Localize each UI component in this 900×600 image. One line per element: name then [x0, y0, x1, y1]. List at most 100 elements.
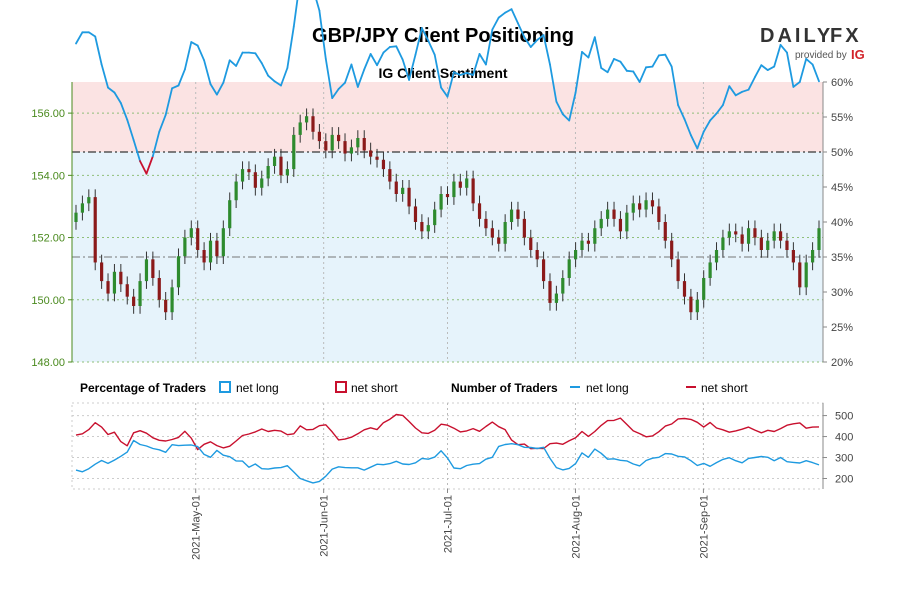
percentage-segment — [645, 65, 654, 69]
percentage-segment — [517, 22, 526, 39]
percentage-segment — [209, 83, 218, 96]
candle-body — [714, 250, 719, 263]
candle-body — [702, 278, 706, 300]
candle-body — [221, 228, 225, 257]
logo-brand-right: FX — [830, 25, 862, 47]
percentage-segment — [549, 63, 558, 103]
percentage-segment — [376, 51, 385, 67]
percentage-tick-label: 20% — [831, 357, 853, 369]
percentage-segment — [536, 34, 545, 41]
candle-body — [369, 150, 373, 157]
percentage-segment — [113, 91, 122, 104]
percentage-segment — [741, 88, 750, 93]
candle-body — [561, 278, 565, 294]
percentage-segment — [75, 31, 84, 45]
percentage-segment — [427, 39, 436, 56]
percentage-segment — [267, 74, 276, 83]
percentage-segment — [433, 53, 442, 89]
percentage-segment — [728, 85, 737, 97]
percentage-segment — [478, 53, 487, 66]
candle-body — [343, 141, 347, 154]
candle-body — [100, 262, 104, 282]
candle-body — [164, 299, 168, 313]
candle-body — [682, 281, 687, 297]
percentage-segment — [523, 36, 532, 48]
percentage-segment — [811, 63, 820, 83]
percentage-segment — [715, 104, 724, 115]
candle-body — [574, 250, 578, 260]
percentage-segment — [747, 76, 756, 91]
candle-body — [509, 209, 514, 222]
percentage-segment — [382, 46, 391, 54]
percentage-segment — [651, 54, 660, 68]
candle-body — [580, 240, 584, 250]
candle-body — [810, 250, 815, 263]
candle-body — [785, 240, 789, 250]
candle-body — [112, 271, 117, 294]
candle-body — [311, 116, 315, 132]
candle-body — [132, 296, 136, 306]
percentage-segment — [408, 53, 417, 81]
candle-body — [625, 212, 629, 232]
candle-body — [670, 240, 674, 260]
percentage-segment — [363, 53, 372, 71]
candle-body — [567, 259, 571, 278]
candle-body — [638, 203, 642, 210]
percentage-segment — [280, 67, 289, 87]
date-tick-label: 2021-Aug-01 — [570, 495, 582, 559]
candle-body — [93, 197, 97, 263]
percentage-segment — [203, 59, 212, 85]
legend-pct-short-label: net short — [351, 381, 398, 395]
reference-lines — [72, 151, 823, 258]
percentage-segment — [132, 139, 141, 163]
candle-body — [407, 187, 411, 207]
percentage-segment — [158, 114, 167, 133]
candle-body — [497, 237, 501, 244]
logo-ig: IG — [851, 47, 865, 62]
candle-body — [548, 281, 552, 303]
legend-num-long-label: net long — [586, 381, 629, 395]
date-tick-label: 2021-May-01 — [191, 495, 203, 560]
percentage-segment — [760, 64, 769, 71]
candle-body — [375, 156, 379, 160]
candle-body — [176, 256, 181, 288]
price-tick-label: 150.00 — [31, 295, 65, 307]
traders-lines — [75, 413, 820, 484]
traders-tick-label: 200 — [835, 474, 853, 486]
candle-body — [657, 206, 661, 222]
percentage-tick-label: 55% — [831, 112, 853, 124]
percentage-segment — [754, 64, 763, 78]
percentage-segment — [119, 102, 129, 121]
percentage-segment — [696, 130, 705, 150]
percentage-tick-label: 50% — [831, 147, 853, 159]
candle-body — [119, 271, 123, 285]
candle-body — [106, 281, 110, 294]
candle-body — [471, 178, 475, 204]
percentage-segment — [395, 45, 404, 61]
candle-body — [778, 231, 783, 241]
candle-body — [759, 237, 763, 250]
candle-body — [247, 169, 251, 173]
percentage-segment — [734, 90, 744, 97]
candle-body — [798, 262, 802, 288]
candle-body — [503, 222, 507, 244]
percentage-segment — [497, 11, 507, 19]
percentage-segment — [216, 81, 225, 96]
legend-num-heading: Number of Traders — [451, 381, 558, 395]
percentage-segment — [805, 58, 814, 66]
percentage-segment — [574, 51, 583, 94]
percentage-tick-label: 40% — [831, 217, 853, 229]
percentage-segment — [87, 31, 97, 38]
traders-net-long-line — [75, 439, 820, 484]
candle-body — [516, 209, 520, 219]
dailyfx-logo: DAILY FX provided by IG — [760, 25, 865, 62]
price-tick-label: 148.00 — [31, 357, 65, 369]
percentage-segment — [344, 63, 353, 84]
candle-body — [74, 212, 78, 222]
percentage-segment — [331, 88, 340, 99]
percentage-segment — [440, 86, 449, 98]
price-candles — [74, 108, 821, 320]
candle-body — [266, 166, 270, 179]
candle-body — [522, 218, 526, 238]
percentage-segment — [581, 51, 590, 59]
